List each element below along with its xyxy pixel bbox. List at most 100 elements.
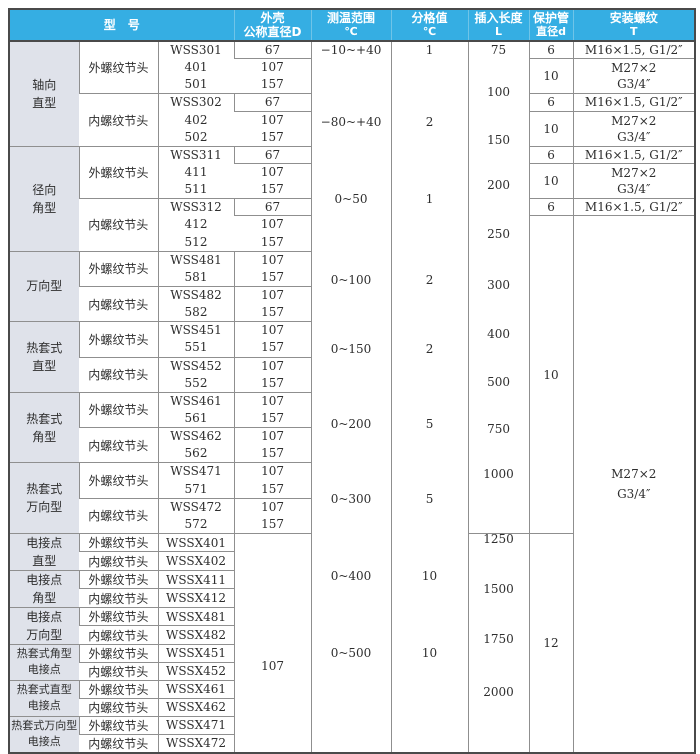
header-mount-thread: 安装螺纹 T <box>572 9 696 42</box>
graduation: 2 <box>425 115 434 129</box>
insert-length: 1500 <box>483 581 514 596</box>
graduation: 5 <box>425 492 434 506</box>
model: WSSX412 <box>157 588 235 608</box>
insert-length: 200 <box>487 178 510 192</box>
mount-thread: M16×1.5, G1/2″ <box>572 93 696 112</box>
insert-length: 1000 <box>483 467 514 481</box>
model: WSSX402 <box>157 551 235 571</box>
model-group: WSS311 411 511 <box>157 146 235 200</box>
model-group: WSS312 412 512 <box>157 198 235 252</box>
joint-type: 外螺纹节头 <box>78 570 158 590</box>
joint-type: 内螺纹节头 <box>79 588 158 608</box>
temp-range: 0~400 <box>330 569 372 583</box>
insert-length: 100 <box>487 85 510 99</box>
shell-diameter-group: 107 157 <box>233 392 312 429</box>
joint-type: 外螺纹节头 <box>78 607 158 627</box>
temp-range-column: −10~+40 −80~+40 0~50 0~100 0~150 0~200 0… <box>310 41 392 753</box>
shell-diameter-group: 107 157 <box>234 163 312 200</box>
model-group: WSS301 401 501 <box>157 41 235 95</box>
joint-type: 外螺纹节头 <box>78 251 158 287</box>
shell-diameter: 67 <box>233 93 312 112</box>
insert-length: 250 <box>487 227 510 241</box>
model-group: WSS472 572 <box>157 498 235 534</box>
mount-thread: M27×2 G3/4″ <box>572 58 696 95</box>
model-group: WSS462 562 <box>157 427 235 464</box>
graduation: 2 <box>425 273 434 287</box>
header-temp-range: 测温范围 ℃ <box>310 9 392 42</box>
header-tube-diameter: 保护管 直径d <box>528 9 574 42</box>
temp-range: 0~200 <box>330 417 372 431</box>
table-header: 型 号 外壳 公称直径D 测温范围 ℃ 分格值 ℃ 插入长度 L 保护管 直径d… <box>9 9 696 42</box>
insert-length: 1750 <box>483 631 514 646</box>
joint-type: 内螺纹节头 <box>79 286 158 323</box>
model-group: WSS461 561 <box>157 392 235 429</box>
insert-length: 400 <box>487 327 510 341</box>
model-group: WSS451 551 <box>157 321 235 358</box>
shell-diameter-merged: 107 <box>233 533 312 753</box>
model: WSSX411 <box>157 570 235 590</box>
shell-diameter-group: 107 157 <box>233 462 312 499</box>
header-graduation: 分格值 ℃ <box>390 9 469 42</box>
shell-diameter-group: 107 157 <box>234 58 312 95</box>
shell-diameter-group: 107 157 <box>233 427 312 464</box>
model: WSSX462 <box>157 698 235 717</box>
temp-range: 0~100 <box>330 273 372 287</box>
category-radial-angle: 径向 角型 <box>9 146 79 252</box>
category-sleeve-straight-contact: 热套式直型 电接点 <box>9 680 79 717</box>
insert-length-column-upper: 75 100 150 200 250 300 400 500 750 1000 <box>467 41 530 534</box>
shell-diameter-group: 107 157 <box>233 286 312 323</box>
shell-diameter-group: 107 157 <box>234 215 312 252</box>
joint-type: 外螺纹节头 <box>78 716 158 735</box>
tube-diameter: 6 <box>528 93 574 112</box>
table-body: 轴向 直型 外螺纹节头 WSS301 401 501 67 −10~+40 −8… <box>9 41 696 753</box>
temp-range: 0~150 <box>330 342 372 356</box>
category-axial-straight: 轴向 直型 <box>9 41 79 147</box>
shell-diameter-group: 107 157 <box>233 251 312 287</box>
category-contact-universal: 电接点 万向型 <box>9 607 79 645</box>
model-group: WSS481 581 <box>157 251 235 287</box>
joint-type: 外螺纹节头 <box>78 41 158 95</box>
model: WSSX461 <box>157 680 235 699</box>
graduation-column: 1 2 1 2 2 5 5 10 10 <box>390 41 469 753</box>
joint-type: 外螺纹节头 <box>78 321 158 358</box>
mount-thread: M27×2 G3/4″ <box>572 111 696 147</box>
temp-range: 0~50 <box>334 192 368 206</box>
category-sleeve-universal-contact: 热套式万向型 电接点 <box>9 716 79 753</box>
tube-diameter: 10 <box>528 58 574 95</box>
mount-thread: M16×1.5, G1/2″ <box>572 41 696 59</box>
tube-diameter: 10 <box>528 111 574 147</box>
shell-diameter: 67 <box>233 146 312 164</box>
tube-diameter-merged: 10 <box>528 215 574 534</box>
category-sleeve-angle-contact: 热套式角型 电接点 <box>9 644 79 681</box>
shell-diameter-group: 107 157 <box>233 498 312 534</box>
tube-diameter-merged: 12 <box>528 533 574 753</box>
shell-diameter-group: 107 157 <box>233 321 312 358</box>
insert-length: 1250 <box>483 531 514 546</box>
category-contact-straight: 电接点 直型 <box>9 533 79 571</box>
joint-type: 外螺纹节头 <box>78 392 158 429</box>
tube-diameter: 6 <box>528 198 574 217</box>
joint-type: 内螺纹节头 <box>79 662 158 681</box>
insert-length: 75 <box>490 43 507 57</box>
joint-type: 内螺纹节头 <box>79 625 158 645</box>
joint-type: 外螺纹节头 <box>78 146 158 200</box>
model: WSSX401 <box>157 533 235 553</box>
insert-length: 2000 <box>483 684 514 699</box>
mount-thread: M27×2 G3/4″ <box>572 163 696 200</box>
graduation: 10 <box>421 646 438 660</box>
model-group: WSS482 582 <box>157 286 235 323</box>
joint-type: 内螺纹节头 <box>79 551 158 571</box>
model: WSSX471 <box>157 716 235 735</box>
shell-diameter-group: 107 157 <box>234 111 312 147</box>
graduation: 1 <box>425 192 434 206</box>
insert-length: 300 <box>487 278 510 292</box>
graduation: 10 <box>421 569 438 583</box>
joint-type: 外螺纹节头 <box>78 533 158 553</box>
shell-diameter-group: 107 157 <box>233 357 312 393</box>
joint-type: 内螺纹节头 <box>79 357 158 393</box>
model-group: WSS302 402 502 <box>157 93 235 147</box>
model-group: WSS471 571 <box>157 462 235 499</box>
header-shell-diameter: 外壳 公称直径D <box>233 9 312 42</box>
category-sleeve-universal: 热套式 万向型 <box>9 462 79 534</box>
joint-type: 内螺纹节头 <box>79 93 158 147</box>
